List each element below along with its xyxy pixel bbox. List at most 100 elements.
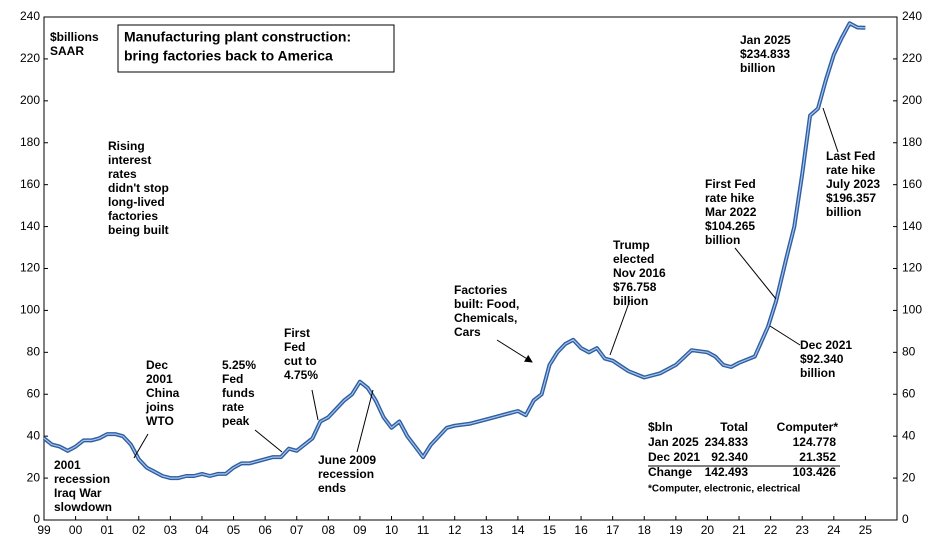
y2-tick-label: 60 bbox=[902, 386, 916, 400]
annotation: Dec 2021 bbox=[800, 338, 852, 352]
annotation: China bbox=[146, 386, 180, 400]
chart-title: Manufacturing plant construction: bbox=[124, 29, 351, 45]
x-tick-label: 23 bbox=[796, 523, 810, 537]
y-tick-label: 160 bbox=[20, 177, 40, 191]
y2-tick-label: 120 bbox=[902, 261, 922, 275]
annotation: billion bbox=[826, 205, 861, 219]
y2-tick-label: 180 bbox=[902, 135, 922, 149]
x-tick-label: 99 bbox=[37, 523, 51, 537]
x-tick-label: 16 bbox=[574, 523, 588, 537]
annotation: rate hike bbox=[705, 191, 755, 205]
annotation: Rising bbox=[108, 139, 145, 153]
table-cell: 234.833 bbox=[705, 435, 749, 449]
title-box bbox=[117, 24, 395, 73]
x-tick-label: 24 bbox=[827, 523, 841, 537]
table-cell: Computer* bbox=[777, 420, 839, 434]
annotation: factories bbox=[108, 209, 158, 223]
annotation: WTO bbox=[146, 414, 174, 428]
annotation: interest bbox=[108, 153, 151, 167]
annotation: Chemicals, bbox=[454, 311, 517, 325]
y2-tick-label: 200 bbox=[902, 93, 922, 107]
annotation: built: Food, bbox=[454, 297, 519, 311]
annotation: Last Fed bbox=[826, 149, 875, 163]
x-tick-label: 08 bbox=[322, 523, 336, 537]
table-cell: $bln bbox=[648, 420, 673, 434]
annotation: Jan 2025 bbox=[740, 33, 791, 47]
y2-tick-label: 80 bbox=[902, 345, 916, 359]
annotation: Factories bbox=[454, 283, 508, 297]
annotation-arrow bbox=[133, 433, 149, 459]
annotation: cut to bbox=[284, 354, 317, 368]
annotation: 2001 bbox=[54, 458, 81, 472]
y-tick-label: 200 bbox=[20, 93, 40, 107]
table-cell: Dec 2021 bbox=[648, 450, 700, 464]
y2-tick-label: 220 bbox=[902, 51, 922, 65]
annotation-arrow bbox=[356, 389, 374, 453]
y2-tick-label: 160 bbox=[902, 177, 922, 191]
x-tick-label: 06 bbox=[258, 523, 272, 537]
table-cell: 21.352 bbox=[799, 450, 836, 464]
x-tick-label: 10 bbox=[385, 523, 399, 537]
annotation: 4.75% bbox=[284, 368, 318, 382]
x-tick-label: 00 bbox=[69, 523, 83, 537]
x-tick-label: 19 bbox=[669, 523, 683, 537]
annotation: 2001 bbox=[146, 372, 173, 386]
plot-frame bbox=[43, 16, 898, 521]
annotation: being built bbox=[108, 223, 169, 237]
annotation: Dec bbox=[146, 358, 168, 372]
table-cell: Jan 2025 bbox=[648, 435, 699, 449]
x-tick-label: 03 bbox=[164, 523, 178, 537]
annotation: 5.25% bbox=[222, 358, 256, 372]
chart-title: bring factories back to America bbox=[124, 48, 333, 64]
annotation-arrow bbox=[822, 107, 839, 153]
x-tick-label: 12 bbox=[448, 523, 462, 537]
y-tick-label: 120 bbox=[20, 261, 40, 275]
annotation: slowdown bbox=[54, 500, 112, 514]
x-tick-label: 22 bbox=[764, 523, 778, 537]
x-tick-label: 17 bbox=[606, 523, 620, 537]
x-tick-label: 11 bbox=[417, 523, 430, 537]
y-tick-label: 240 bbox=[20, 9, 40, 23]
y-tick-label: 140 bbox=[20, 219, 40, 233]
x-tick-label: 18 bbox=[638, 523, 652, 537]
annotation: Fed bbox=[222, 372, 243, 386]
annotation-arrow bbox=[496, 339, 533, 363]
y2-tick-label: 40 bbox=[902, 428, 916, 442]
annotation: Cars bbox=[454, 325, 481, 339]
x-tick-label: 09 bbox=[353, 523, 367, 537]
annotation: rates bbox=[108, 167, 137, 181]
annotation: billion bbox=[705, 233, 740, 247]
y2-tick-label: 0 bbox=[902, 512, 909, 526]
x-tick-label: 14 bbox=[511, 523, 525, 537]
x-tick-label: 02 bbox=[132, 523, 146, 537]
annotation: Mar 2022 bbox=[705, 205, 757, 219]
annotation: long-lived bbox=[108, 195, 165, 209]
annotation: $billions bbox=[50, 30, 99, 44]
table-cell: 92.340 bbox=[711, 450, 748, 464]
table-cell: 142.493 bbox=[705, 465, 749, 479]
annotation: $196.357 bbox=[826, 191, 876, 205]
y2-tick-label: 100 bbox=[902, 303, 922, 317]
y-tick-label: 180 bbox=[20, 135, 40, 149]
annotation: peak bbox=[222, 414, 250, 428]
x-tick-label: 15 bbox=[543, 523, 557, 537]
x-tick-label: 21 bbox=[732, 523, 746, 537]
annotation: recession bbox=[318, 467, 374, 481]
y-tick-label: 100 bbox=[20, 303, 40, 317]
annotation: SAAR bbox=[50, 44, 84, 58]
x-tick-label: 01 bbox=[101, 523, 115, 537]
annotation-arrow bbox=[734, 247, 777, 300]
y2-tick-label: 20 bbox=[902, 470, 916, 484]
y-tick-label: 80 bbox=[27, 345, 41, 359]
x-tick-label: 13 bbox=[480, 523, 494, 537]
y-tick-label: 60 bbox=[27, 386, 41, 400]
annotation: ends bbox=[318, 481, 346, 495]
annotation-arrow bbox=[769, 325, 801, 346]
annotation: rate hike bbox=[826, 163, 876, 177]
annotation-arrow bbox=[254, 429, 283, 453]
y2-tick-label: 140 bbox=[902, 219, 922, 233]
annotation: Nov 2016 bbox=[613, 266, 666, 280]
x-tick-label: 05 bbox=[227, 523, 241, 537]
x-tick-label: 25 bbox=[859, 523, 873, 537]
series-line bbox=[43, 22, 866, 479]
